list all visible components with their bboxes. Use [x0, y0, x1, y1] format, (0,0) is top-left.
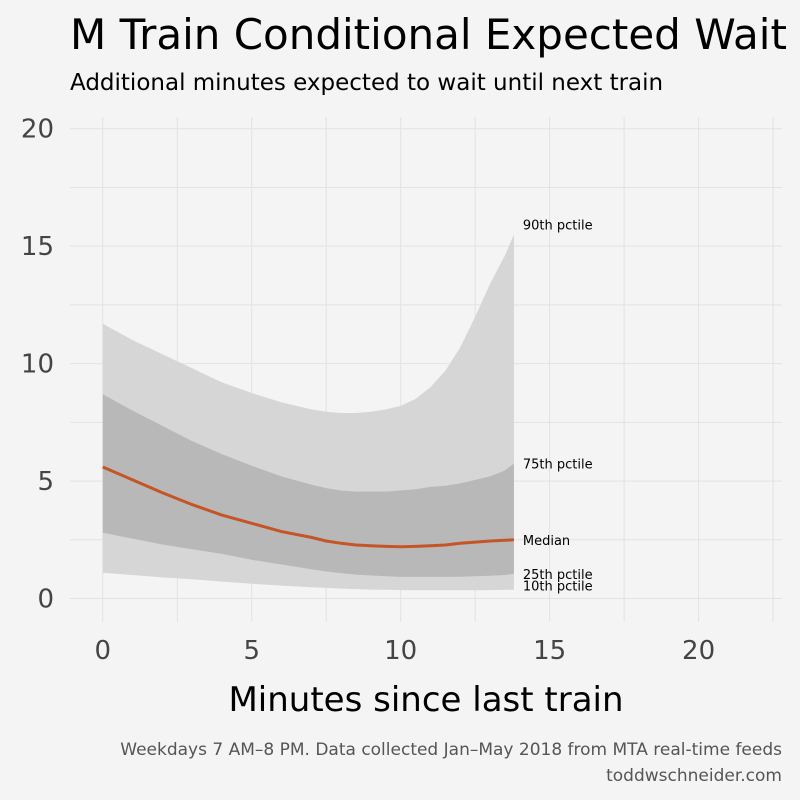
y-tick-label: 15 — [21, 232, 54, 262]
chart-title: M Train Conditional Expected Wait — [70, 10, 787, 59]
x-tick-label: 5 — [243, 636, 260, 666]
axis-ticks: 0 5 10 15 20 0 5 10 15 20 — [21, 115, 715, 666]
y-tick-label: 20 — [21, 115, 54, 145]
band-25th-75th — [102, 394, 514, 577]
x-tick-label: 0 — [94, 636, 111, 666]
x-tick-label: 15 — [533, 636, 566, 666]
x-tick-label: 10 — [384, 636, 417, 666]
series-label: 90th pctile — [523, 218, 593, 233]
y-tick-label: 5 — [37, 467, 54, 497]
series-labels: 90th pctile 75th pctile Median 25th pctile1… — [523, 218, 593, 594]
median-line — [102, 465, 514, 549]
series-label: 75th pctile — [523, 457, 593, 472]
series-label: 10th pctile — [523, 580, 593, 595]
series-label: 25th pctile — [523, 568, 593, 583]
y-tick-label: 10 — [21, 350, 54, 380]
chart-subtitle: Additional minutes expected to wait unti… — [70, 70, 664, 96]
y-tick-label: 0 — [37, 585, 54, 615]
caption-source: Weekdays 7 AM–8 PM. Data collected Jan–M… — [120, 740, 782, 760]
chart-caption: Weekdays 7 AM–8 PM. Data collected Jan–M… — [120, 737, 782, 789]
caption-credit: toddwschneider.com — [606, 766, 782, 786]
series-label: Median — [523, 534, 570, 549]
x-axis-label: Minutes since last train — [228, 680, 624, 720]
x-tick-label: 20 — [682, 636, 715, 666]
